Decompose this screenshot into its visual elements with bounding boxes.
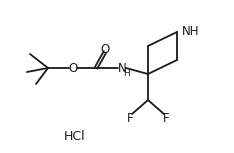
Text: HCl: HCl <box>64 129 86 142</box>
Text: H: H <box>124 69 130 78</box>
Text: N: N <box>118 62 126 75</box>
Text: O: O <box>68 62 78 75</box>
Text: F: F <box>127 112 133 125</box>
Text: NH: NH <box>182 24 200 37</box>
Text: F: F <box>163 112 169 125</box>
Text: O: O <box>100 43 110 56</box>
